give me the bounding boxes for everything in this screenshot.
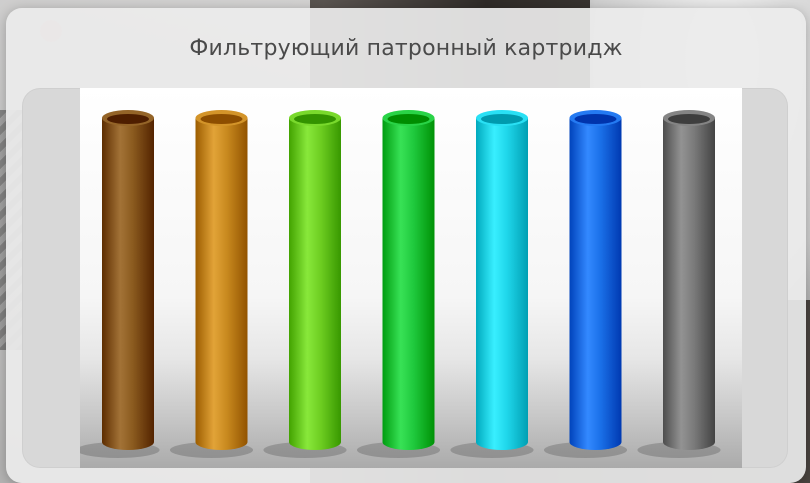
tube-opening (200, 114, 243, 124)
tube-opening (668, 114, 710, 124)
cartridge-tube-blue (543, 110, 628, 458)
tube-body (382, 118, 435, 450)
cartridge-tube-brown (80, 110, 160, 458)
tube-body (289, 118, 341, 450)
cartridge-tube-green (356, 110, 441, 458)
tube-body (476, 118, 528, 450)
product-photo (80, 88, 742, 468)
cartridge-tubes (80, 110, 721, 458)
tube-opening (294, 114, 336, 124)
product-card[interactable]: Фильтрующий патронный картридж (6, 8, 806, 483)
cartridge-tube-amber (169, 110, 254, 458)
tube-opening (387, 114, 430, 124)
tube-body (663, 118, 715, 450)
tube-opening (574, 114, 617, 124)
tube-body (102, 118, 154, 450)
tube-opening (481, 114, 523, 124)
card-title: Фильтрующий патронный картридж (189, 36, 623, 61)
cartridge-tube-gray (637, 110, 721, 458)
product-image-frame[interactable] (22, 88, 788, 468)
tube-body (195, 118, 248, 450)
tube-body (569, 118, 622, 450)
cartridge-tube-cyan (450, 110, 534, 458)
cartridge-tube-lime (263, 110, 347, 458)
tube-opening (107, 114, 149, 124)
